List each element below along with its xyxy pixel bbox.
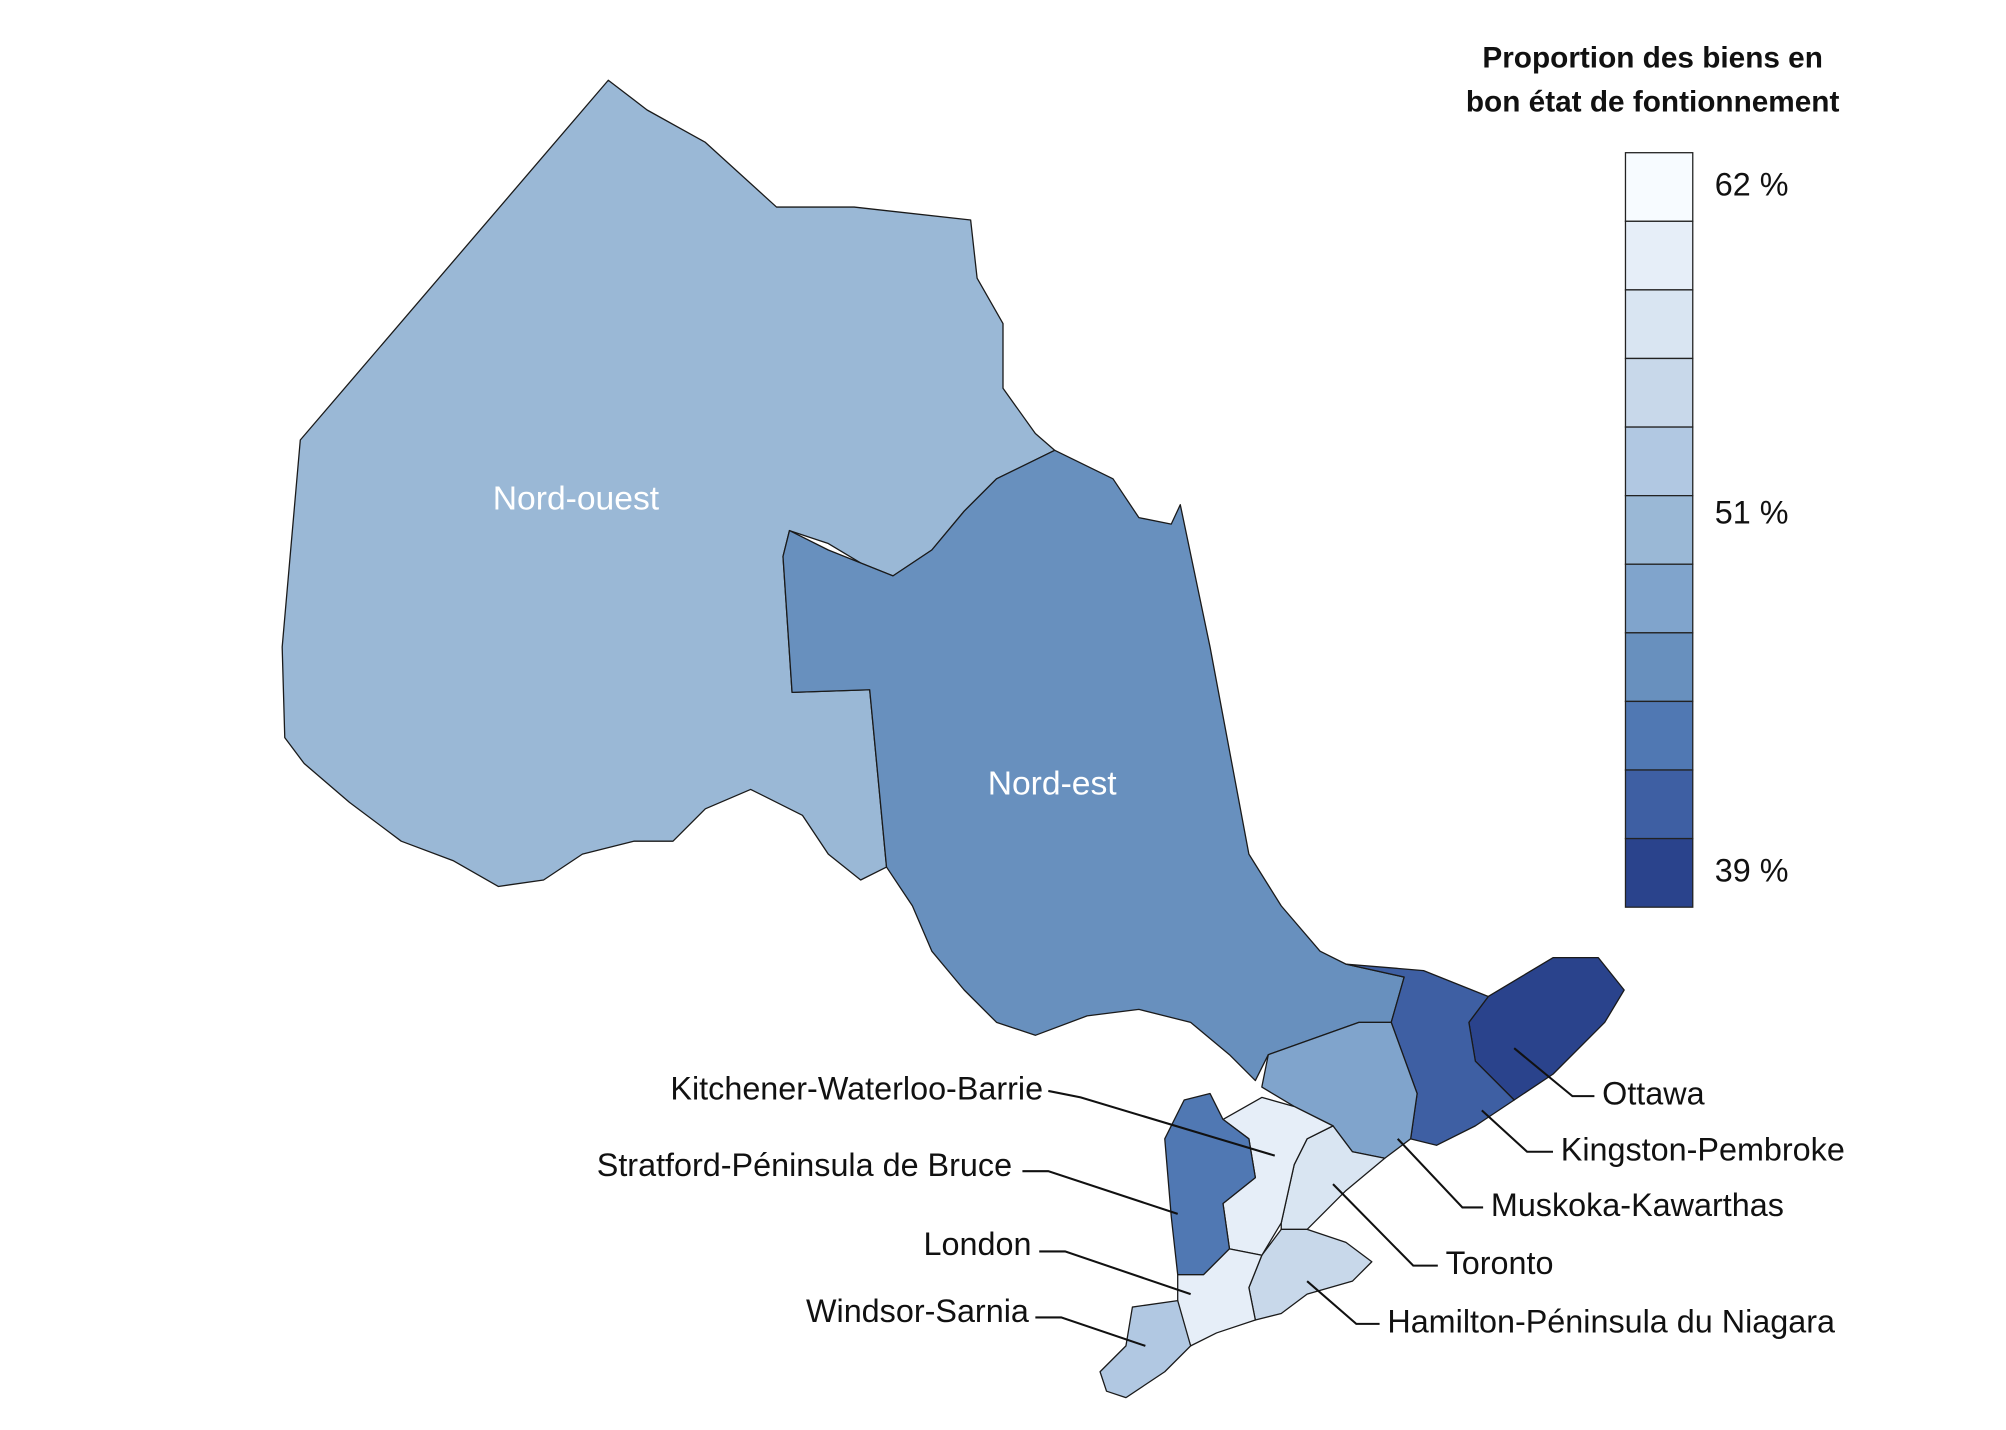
region-label: Nord-est xyxy=(988,765,1118,802)
legend-swatch xyxy=(1624,426,1694,497)
legend-tick-label: 51 % xyxy=(1715,495,1789,531)
legend-swatch xyxy=(1624,220,1694,291)
leader-line xyxy=(1306,1280,1380,1325)
region-label: Ottawa xyxy=(1602,1076,1704,1112)
region xyxy=(1099,1299,1192,1399)
region-label: Hamilton-Péninsula du Niagara xyxy=(1387,1303,1835,1339)
region-label: Nord-ouest xyxy=(493,481,660,518)
leader-line xyxy=(1513,1047,1595,1098)
leader-line xyxy=(1022,1170,1179,1215)
legend-swatch xyxy=(1624,563,1694,634)
legend-swatch xyxy=(1624,769,1694,840)
legend: 62 % 51 % 39 % xyxy=(1624,152,1789,908)
leader-line xyxy=(1035,1316,1146,1347)
legend-title: bon état de fontionnement xyxy=(1466,85,1840,118)
region-label: Toronto xyxy=(1446,1245,1554,1281)
region xyxy=(1164,1092,1256,1276)
region-label: Windsor-Sarnia xyxy=(806,1293,1029,1329)
region-label: London xyxy=(924,1226,1032,1262)
region-label: Kingston-Pembroke xyxy=(1561,1131,1845,1167)
leader-line xyxy=(1396,1138,1484,1209)
legend-swatch xyxy=(1624,632,1694,703)
legend-swatch xyxy=(1624,289,1694,360)
legend-tick-label: 62 % xyxy=(1715,167,1789,203)
legend-swatch xyxy=(1624,700,1694,771)
regions xyxy=(281,79,1625,1399)
legend-swatch xyxy=(1624,357,1694,428)
legend-swatch xyxy=(1624,152,1694,222)
leader-line xyxy=(1039,1250,1191,1296)
region-label: Muskoka-Kawarthas xyxy=(1491,1187,1784,1223)
region-label: Kitchener-Waterloo-Barrie xyxy=(670,1070,1043,1106)
leader-line xyxy=(1048,1089,1276,1157)
region-label: Stratford-Péninsula de Bruce xyxy=(597,1147,1012,1183)
legend-tick-label: 39 % xyxy=(1715,852,1789,888)
legend-swatch xyxy=(1624,495,1694,565)
legend-title: Proportion des biens en xyxy=(1482,41,1823,74)
leader-line xyxy=(1481,1109,1553,1153)
leader-line xyxy=(1332,1183,1438,1267)
leaders xyxy=(1022,1047,1595,1347)
legend-swatch xyxy=(1624,837,1694,908)
